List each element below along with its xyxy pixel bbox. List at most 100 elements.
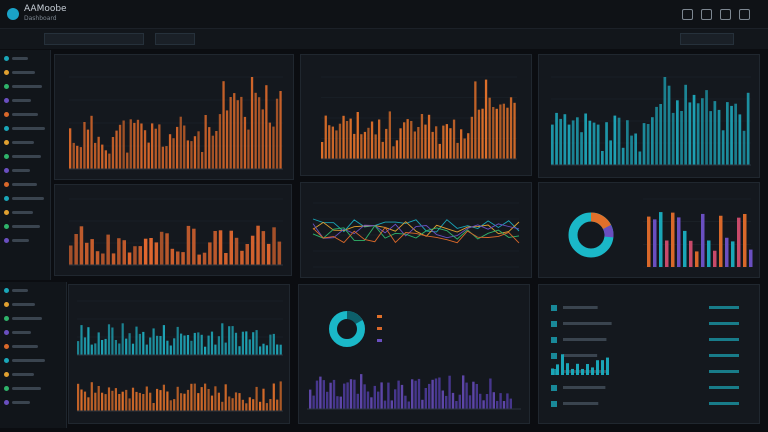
nav-icon <box>4 223 9 229</box>
user-icon[interactable] <box>739 9 750 20</box>
nav-label <box>12 56 28 60</box>
bar <box>397 380 400 409</box>
donut-slice <box>602 224 614 238</box>
bar <box>451 392 455 409</box>
bar <box>605 122 608 165</box>
bar <box>445 395 448 409</box>
action-button[interactable] <box>680 33 734 45</box>
series-line <box>312 223 520 239</box>
bar <box>638 151 642 165</box>
bar <box>74 234 78 265</box>
sidebar-item[interactable] <box>4 80 46 92</box>
nav-icon <box>4 371 9 377</box>
bar <box>214 386 217 411</box>
bar <box>276 399 279 411</box>
sidebar-item[interactable] <box>4 108 46 120</box>
sidebar-item[interactable] <box>4 206 46 218</box>
bar <box>279 381 282 411</box>
bar <box>129 119 132 169</box>
sidebar-item[interactable] <box>4 312 62 324</box>
sidebar-item[interactable] <box>4 396 62 408</box>
sidebar-item[interactable] <box>4 122 46 134</box>
settings-icon[interactable] <box>720 9 731 20</box>
sidebar-item[interactable] <box>4 66 46 78</box>
bar <box>228 396 231 411</box>
bar <box>207 389 210 411</box>
bar <box>180 333 183 355</box>
nav-icon <box>4 139 9 145</box>
bar <box>370 397 373 409</box>
bar <box>252 399 255 411</box>
sidebar-item[interactable] <box>4 340 62 352</box>
bar <box>252 332 255 355</box>
bar <box>651 117 654 165</box>
bar <box>186 389 190 411</box>
bar <box>707 240 711 267</box>
sidebar-item[interactable] <box>4 52 46 64</box>
sidebar-item[interactable] <box>4 220 46 232</box>
sidebar-item[interactable] <box>4 368 62 380</box>
bar <box>566 363 569 375</box>
sidebar-item[interactable] <box>4 192 46 204</box>
bell-icon[interactable] <box>701 9 712 20</box>
bar <box>363 131 367 159</box>
bar <box>101 392 104 411</box>
sidebar-item[interactable] <box>4 234 46 246</box>
bar <box>370 121 374 159</box>
sidebar-item[interactable] <box>4 298 62 310</box>
row-icon <box>551 337 557 343</box>
row-value <box>709 306 739 309</box>
filter-button[interactable] <box>155 33 195 45</box>
sidebar-item[interactable] <box>4 150 46 162</box>
sidebar-item[interactable] <box>4 164 46 176</box>
bar <box>154 128 157 169</box>
sidebar-item[interactable] <box>4 94 46 106</box>
sidebar-item[interactable] <box>4 284 62 296</box>
bar <box>186 225 191 265</box>
sidebar-secondary <box>0 282 67 428</box>
bar <box>671 212 675 267</box>
sidebar-item[interactable] <box>4 178 46 190</box>
bar <box>331 126 334 159</box>
bar <box>245 403 248 411</box>
bar <box>556 364 559 375</box>
bar <box>245 331 248 355</box>
bar-chart <box>321 76 517 160</box>
nav-icon <box>4 209 9 215</box>
bar <box>705 90 708 165</box>
bar <box>180 393 183 411</box>
bar <box>484 79 488 159</box>
bar <box>312 395 315 409</box>
bar <box>156 388 159 411</box>
sidebar-item[interactable] <box>4 326 62 338</box>
bar <box>152 403 155 411</box>
bar <box>725 237 729 267</box>
bar <box>328 125 331 159</box>
bar <box>101 144 104 169</box>
bar <box>695 251 699 267</box>
bar <box>276 344 279 355</box>
nav-label <box>12 210 33 214</box>
bar <box>181 252 185 265</box>
sidebar-item[interactable] <box>4 136 46 148</box>
nav-icon <box>4 55 9 61</box>
row-icon <box>551 353 557 359</box>
bar <box>234 237 239 265</box>
row-label <box>563 322 612 325</box>
sidebar-item[interactable] <box>4 382 62 394</box>
search-input[interactable] <box>44 33 144 45</box>
bar <box>248 339 251 355</box>
bar <box>315 380 319 409</box>
series-line <box>312 224 520 241</box>
bar <box>737 217 741 267</box>
bar <box>452 119 456 159</box>
bar <box>717 109 721 165</box>
bar <box>259 346 262 355</box>
bar <box>743 213 747 267</box>
bar <box>353 133 356 159</box>
sidebar-item[interactable] <box>4 354 62 366</box>
bar <box>250 235 255 265</box>
bar <box>399 128 402 159</box>
menu-icon[interactable] <box>682 9 693 20</box>
bar <box>238 346 241 355</box>
